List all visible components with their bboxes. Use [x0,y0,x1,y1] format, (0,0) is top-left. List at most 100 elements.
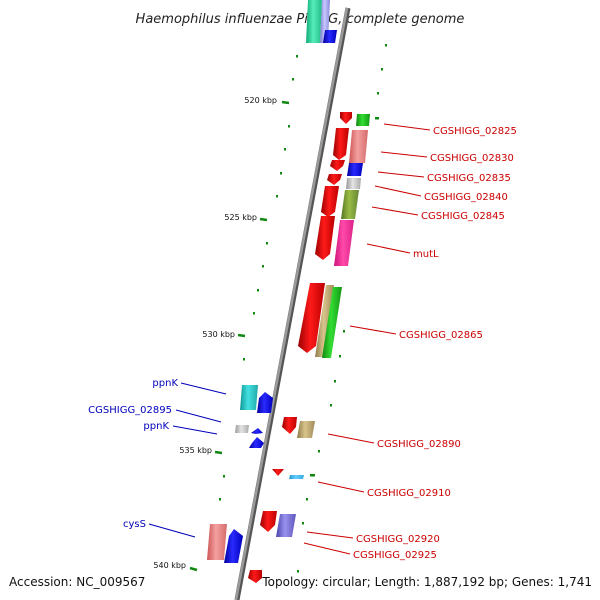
gene-arrow [251,428,263,434]
gene-arrow [346,178,361,189]
leader-line [175,409,222,423]
minor-tick [296,55,298,58]
gene-label-cgshigg-02925: CGSHIGG_02925 [353,550,437,561]
gene-arrow [248,570,262,583]
gene-arrow [298,283,325,353]
minor-tick [302,522,304,525]
gene-label-cgshigg-02825: CGSHIGG_02825 [433,126,517,137]
gene-arrow [306,0,322,43]
gene-arrow [334,220,354,266]
gene-arrow [347,163,363,176]
reverse-leader-lines [148,382,227,538]
gene-arrow [330,160,345,171]
minor-tick [284,148,286,151]
minor-tick [375,117,379,120]
tick-label-535kbp: 535 kbp [179,446,212,455]
gene-arrow [207,524,227,560]
minor-tick [310,474,315,477]
gene-label-cgshigg-02865: CGSHIGG_02865 [399,330,483,341]
gene-arrow [260,511,277,532]
minor-ticks-inner [211,55,298,548]
major-tick [281,100,290,105]
tick-label-530kbp: 530 kbp [202,330,235,339]
gene-label-cgshigg-02830: CGSHIGG_02830 [430,153,514,164]
genome-backbone [234,7,349,600]
gene-label-cgshigg-02835: CGSHIGG_02835 [427,173,511,184]
minor-tick [318,450,320,453]
gene-arrow [315,216,335,260]
minor-tick [257,289,259,292]
gene-arrow [276,514,296,537]
minor-tick [262,265,264,268]
gene-label-ppnk: ppnK [143,421,169,432]
leader-line [303,542,351,555]
leader-line [377,171,425,178]
major-tick [189,566,198,572]
minor-tick [334,380,336,383]
accession-text: Accession: NC_009567 [9,575,145,589]
gene-label-cgshigg-02920: CGSHIGG_02920 [356,534,440,545]
gene-arrow [356,114,370,126]
gene-arrow [349,130,368,163]
leader-line [349,325,397,335]
gene-label-cgshigg-02895: CGSHIGG_02895 [88,405,172,416]
gene-label-cyss: cysS [123,519,146,530]
leader-line [306,531,354,539]
minor-tick [276,195,278,198]
minor-tick [330,404,332,407]
gene-arrow [240,385,258,410]
major-ticks [189,100,290,572]
gene-arrow [235,425,249,433]
gene-arrow [297,421,315,438]
leader-line [172,425,218,435]
tick-label-540kbp: 540 kbp [153,561,186,570]
gene-arrow [315,285,334,357]
gene-label-cgshigg-02890: CGSHIGG_02890 [377,439,461,450]
tick-label-525kbp: 525 kbp [224,213,257,222]
gene-arrow [282,417,297,434]
tick-label-520kbp: 520 kbp [244,96,277,105]
minor-tick [266,242,268,245]
minor-tick [288,125,290,128]
leader-line [383,123,431,131]
leader-line [148,523,196,538]
minor-ticks-outer [297,44,387,573]
minor-tick [219,498,221,501]
minor-tick [343,330,345,333]
gene-arrow [289,475,304,479]
minor-tick [385,44,387,47]
gene-label-cgshigg-02910: CGSHIGG_02910 [367,488,451,499]
gene-label-mutl: mutL [413,249,439,260]
leader-line [180,382,227,395]
gene-arrow [224,529,243,563]
gene-arrow [321,186,339,217]
gene-arrow [327,174,342,185]
minor-tick [381,68,383,71]
gene-arrow [322,287,342,358]
gene-label-cgshigg-02845: CGSHIGG_02845 [421,211,505,222]
minor-tick [306,498,308,501]
topology-text: Topology: circular; Length: 1,887,192 bp… [261,575,592,589]
major-tick [214,450,223,455]
leader-line [374,185,422,197]
gene-arrow [323,30,337,43]
gene-arrow [340,112,352,124]
gene-arrow [257,392,273,413]
minor-tick [243,358,245,361]
major-tick [237,333,246,338]
minor-tick [297,570,299,573]
forward-labels: CGSHIGG_02825 CGSHIGG_02830 CGSHIGG_0283… [353,126,517,561]
forward-leader-lines [303,123,431,555]
minor-tick [280,172,282,175]
leader-line [371,206,419,216]
minor-tick [223,475,225,478]
leader-line [380,151,428,158]
gene-arrow [272,469,284,476]
minor-tick [292,78,294,81]
gene-arrow [341,190,359,219]
map-title: Haemophilus influenzae PittGG, complete … [136,12,465,27]
major-tick [259,217,268,222]
minor-tick [377,92,379,95]
leader-line [317,481,365,493]
